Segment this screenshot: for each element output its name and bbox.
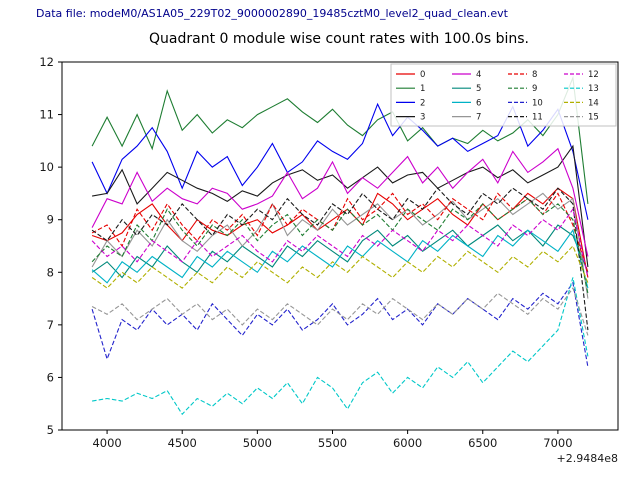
datafile-label: Data file: modeM0/AS1A05_229T02_90000028… (36, 7, 508, 20)
y-tick-label: 6 (47, 370, 54, 384)
y-tick-label: 7 (47, 318, 54, 332)
series-line-11 (91, 187, 589, 331)
series-line-14 (91, 245, 589, 289)
x-tick-label: 6000 (393, 436, 422, 450)
series-line-4 (91, 147, 589, 257)
legend-label-2: 2 (420, 98, 425, 108)
series-line-1 (91, 75, 589, 204)
legend-label-3: 3 (420, 113, 425, 123)
series-line-13 (92, 277, 589, 416)
x-tick-label: 7000 (543, 436, 572, 450)
legend-label-9: 9 (532, 84, 537, 94)
legend-label-14: 14 (588, 98, 599, 108)
legend-label-0: 0 (420, 70, 425, 80)
legend-label-6: 6 (476, 98, 481, 108)
legend-label-13: 13 (588, 84, 599, 94)
series-line-3 (92, 144, 589, 268)
y-tick-label: 9 (47, 213, 54, 227)
series-line-7 (91, 192, 589, 299)
x-tick-label: 4500 (168, 436, 197, 450)
legend-label-5: 5 (476, 84, 481, 94)
legend-label-1: 1 (420, 84, 425, 94)
x-tick-label: 6500 (468, 436, 497, 450)
series-line-9 (91, 197, 589, 294)
x-tick-label: 4000 (92, 436, 121, 450)
y-tick-label: 12 (39, 55, 54, 69)
y-tick-label: 10 (39, 160, 54, 174)
axes-frame (61, 61, 619, 431)
series-line-12 (91, 207, 589, 278)
series-line-0 (91, 187, 589, 278)
legend-label-10: 10 (532, 98, 543, 108)
legend-label-11: 11 (532, 113, 543, 123)
series-line-6 (91, 228, 589, 289)
series-line-15 (91, 286, 589, 336)
series-line-8 (91, 192, 589, 273)
legend-label-4: 4 (476, 70, 481, 80)
y-tick-label: 8 (47, 265, 54, 279)
x-tick-label: 5500 (318, 436, 347, 450)
legend-label-15: 15 (588, 113, 599, 123)
x-offset-label: +2.9484e8 (556, 452, 618, 465)
series-line-10 (91, 281, 589, 367)
x-tick-label: 5000 (243, 436, 272, 450)
legend-label-12: 12 (588, 70, 599, 80)
legend-label-7: 7 (476, 113, 481, 123)
y-tick-label: 11 (39, 108, 54, 122)
chart-title: Quadrant 0 module wise count rates with … (149, 31, 529, 47)
y-tick-label: 5 (47, 423, 54, 437)
legend-label-8: 8 (532, 70, 537, 80)
